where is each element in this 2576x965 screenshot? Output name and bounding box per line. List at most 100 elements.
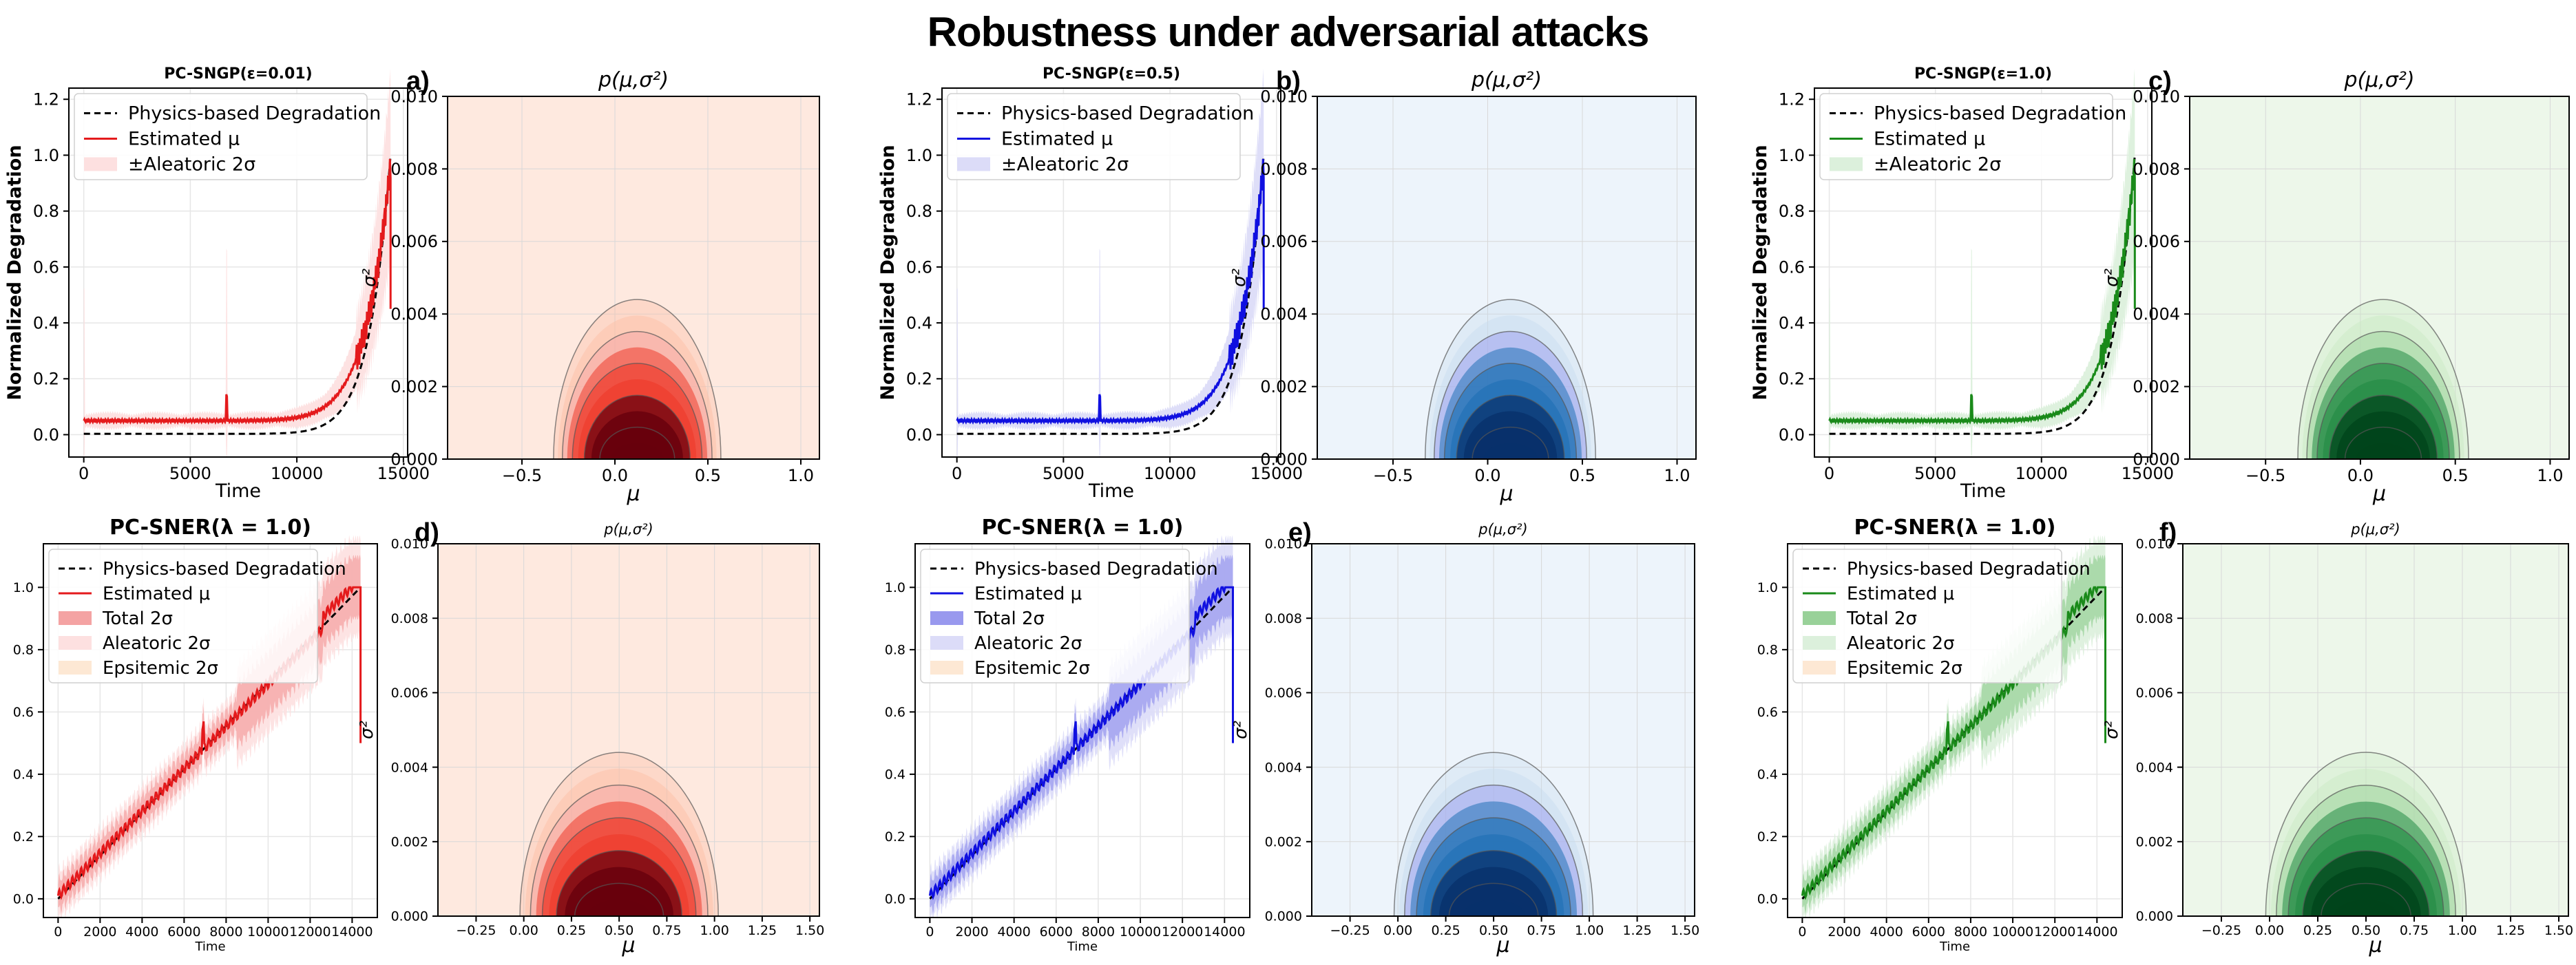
density-contour-fill — [2356, 443, 2411, 459]
chart-top-green-density: p(μ,σ²) c) −0.5 0.0 0.5 1.0 0.000 0.002 0.004 0.0… — [2102, 67, 2570, 506]
chart-top-blue-density: p(μ,σ²) b) −0.5 0.0 0.5 1.0 0.000 0.002 0.004 0.0… — [1229, 67, 1697, 506]
density-contour-line — [2344, 427, 2422, 459]
y-tick-label: 0.002 — [2133, 377, 2180, 396]
x-tick-label: 8000 — [1954, 924, 1987, 940]
y-axis-label: σ² — [2102, 721, 2122, 739]
y-tick-label: 0.002 — [1265, 834, 1302, 849]
y-tick-label: 1.2 — [33, 90, 59, 109]
legend-label: Total 2σ — [974, 608, 1045, 629]
x-tick-label: 2000 — [83, 924, 116, 940]
y-tick-label: 0.004 — [2136, 760, 2173, 775]
density-contour-line — [2302, 850, 2430, 916]
y-axis-label: σ² — [1231, 721, 1251, 739]
x-tick-label: 1.00 — [1575, 923, 1604, 938]
x-tick-label: 1.0 — [788, 466, 814, 485]
x-tick-label: −0.25 — [2201, 923, 2241, 938]
legend: Physics-based Degradation Estimated μ ±Ale… — [74, 93, 381, 180]
density-contour-fill — [1462, 900, 1525, 916]
x-tick-label: 12000 — [1162, 924, 1203, 940]
y-tick-label: 0.010 — [390, 87, 438, 106]
y-tick-label: 0.4 — [13, 767, 34, 783]
chart-bottom-red-degradation: PC-SNER(λ = 1.0) 0 2000 4000 6000 8000 10000 12… — [13, 516, 378, 954]
x-tick-label: 0 — [1824, 464, 1834, 483]
y-tick-label: 1.0 — [13, 580, 34, 595]
legend-label: Aleatoric 2σ — [103, 633, 211, 654]
x-tick-label: 2000 — [955, 924, 988, 940]
y-tick-label: 0.008 — [391, 611, 428, 626]
x-tick-label: 0.5 — [695, 466, 721, 485]
panel-label: d) — [415, 518, 439, 547]
y-tick-label: 0.008 — [1265, 611, 1302, 626]
x-tick-label: 10000 — [1992, 924, 2033, 940]
x-axis-label: μ — [1496, 933, 1509, 957]
x-tick-label: 0.25 — [2303, 923, 2332, 938]
y-tick-label: 0.6 — [1757, 705, 1778, 720]
x-axis-label: μ — [2372, 482, 2386, 506]
y-axis-label: Normalized Degradation — [4, 145, 25, 400]
x-tick-label: 10000 — [271, 464, 323, 483]
x-axis-label: Time — [1067, 940, 1098, 954]
x-axis-label: Time — [215, 480, 261, 502]
x-axis-label: Time — [1960, 480, 2006, 502]
x-tick-label: 0.50 — [605, 923, 633, 938]
legend-label: Estimated μ — [128, 129, 240, 150]
axes-frame — [447, 96, 820, 460]
legend-box — [1792, 549, 2062, 683]
density-contour-line — [556, 850, 682, 916]
x-tick-label: 0 — [952, 464, 962, 483]
legend-swatch-band — [84, 157, 117, 171]
y-tick-label: 0.006 — [2133, 232, 2180, 251]
x-tick-label: 6000 — [167, 924, 200, 940]
axes-frame — [2189, 96, 2570, 460]
chart-top-blue-degradation: PC-SNGP(ε=0.5) 0 5000 10000 15000 0.0 0.2 0.4 0.… — [877, 65, 1303, 502]
y-tick-label: 0.2 — [1779, 370, 1805, 389]
density-contour-line — [1434, 330, 1587, 459]
x-tick-label: 1.00 — [700, 923, 729, 938]
plot-title: p(μ,σ²) — [598, 68, 669, 92]
legend-label: Physics-based Degradation — [1001, 103, 1254, 125]
x-tick-label: 5000 — [1043, 464, 1085, 483]
legend: Physics-based Degradation Estimated μ Tota… — [920, 549, 1218, 683]
y-tick-label: 0.006 — [1265, 686, 1302, 701]
plot-title: PC-SNER(λ = 1.0) — [981, 516, 1183, 540]
y-tick-label: 0.6 — [1779, 257, 1805, 277]
x-tick-label: 2000 — [1828, 924, 1861, 940]
grid — [2183, 543, 2568, 917]
y-tick-label: 0.0 — [885, 892, 905, 907]
y-tick-label: 1.0 — [906, 146, 932, 165]
x-tick-label: −0.5 — [502, 466, 542, 485]
y-tick-label: 0.002 — [1260, 377, 1308, 396]
legend-swatch-band — [930, 636, 963, 650]
y-tick-label: 1.0 — [1757, 580, 1778, 595]
y-tick-label: 0.8 — [33, 202, 59, 221]
x-tick-label: 0.25 — [1431, 923, 1460, 938]
y-tick-label: 0.2 — [33, 370, 59, 389]
density-contour-line — [2316, 363, 2450, 459]
axes-frame — [43, 543, 378, 918]
y-tick-label: 0.008 — [2136, 611, 2173, 626]
plot-title: PC-SNER(λ = 1.0) — [1854, 516, 2055, 540]
x-tick-label: 1.25 — [748, 923, 777, 938]
x-tick-label: 0.75 — [1527, 923, 1556, 938]
legend-label: Physics-based Degradation — [128, 103, 381, 125]
axes-frame — [2182, 543, 2569, 917]
y-tick-label: 1.0 — [1779, 146, 1805, 165]
legend-label: Epsitemic 2σ — [103, 658, 218, 679]
x-tick-label: 6000 — [1912, 924, 1945, 940]
y-tick-label: 0.006 — [1260, 232, 1308, 251]
legend-swatch-band — [59, 661, 92, 675]
x-axis-label: Time — [194, 940, 225, 954]
x-tick-label: 6000 — [1040, 924, 1073, 940]
density-contour-fill — [610, 443, 664, 459]
axes-frame — [1317, 96, 1697, 460]
x-tick-label: 4000 — [1870, 924, 1903, 940]
contours — [1425, 299, 1596, 459]
legend-label: Estimated μ — [1847, 584, 1954, 604]
y-tick-label: 1.0 — [33, 146, 59, 165]
x-tick-label: 12000 — [289, 924, 331, 940]
chart-top-red-degradation: PC-SNGP(ε=0.01) 0 5000 10000 15000 0.0 0.2 0.4 0… — [4, 65, 430, 502]
plot-title: PC-SNGP(ε=0.01) — [164, 65, 312, 83]
y-tick-label: 0.0 — [1779, 425, 1805, 445]
plot-title: p(μ,σ²) — [603, 521, 653, 538]
x-tick-label: 0.00 — [2255, 923, 2284, 938]
